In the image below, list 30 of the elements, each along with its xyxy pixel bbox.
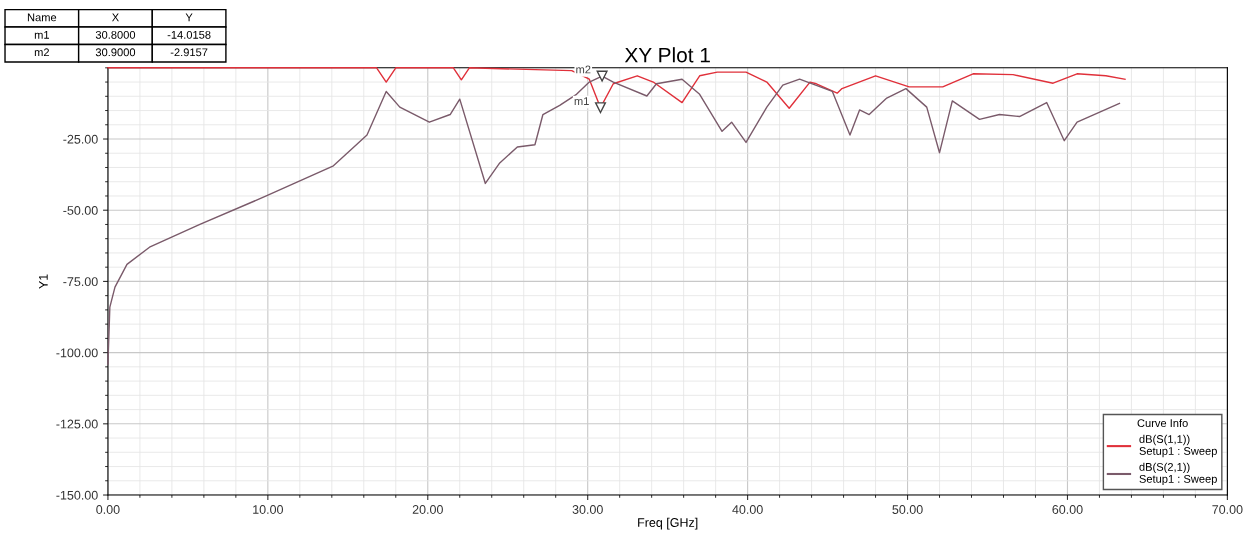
y-axis-title: Y1 <box>39 274 48 289</box>
y-tick-label: -75.00 <box>63 277 98 287</box>
text: Y <box>185 13 193 22</box>
annotation: m2 <box>576 65 591 74</box>
text: -2.9157 <box>170 48 208 57</box>
text: 30.9000 <box>95 48 136 57</box>
text: 30.8000 <box>95 30 136 39</box>
legend-title: Curve Info <box>1137 418 1188 428</box>
y-tick-label: -150.00 <box>56 490 98 500</box>
x-tick-label: 0.00 <box>96 505 120 514</box>
annotation: m1 <box>574 97 589 105</box>
text: -14.0158 <box>167 30 211 39</box>
x-axis-title: Freq [GHz] <box>638 517 698 530</box>
x-tick-label: 20.00 <box>412 505 443 514</box>
text: X <box>112 13 119 22</box>
y-tick-label: -125.00 <box>56 419 98 429</box>
y-tick-label: -50.00 <box>63 206 98 215</box>
x-tick-label: 40.00 <box>732 505 763 514</box>
x-tick-label: 10.00 <box>253 505 284 514</box>
x-tick-label: 30.00 <box>572 505 603 514</box>
x-tick-label: 50.00 <box>892 505 923 514</box>
text: m2 <box>34 48 49 57</box>
x-tick-label: 70.00 <box>1212 505 1243 514</box>
text: Name <box>27 13 57 22</box>
legend-label: dB(S(2,1)) Setup1 : Sweep <box>1139 462 1217 486</box>
x-tick-label: 60.00 <box>1052 505 1083 514</box>
text: m1 <box>34 31 50 39</box>
y-tick-label: -100.00 <box>56 348 98 358</box>
chart-title: XY Plot 1 <box>624 47 710 63</box>
y-tick-label: -25.00 <box>63 134 98 144</box>
